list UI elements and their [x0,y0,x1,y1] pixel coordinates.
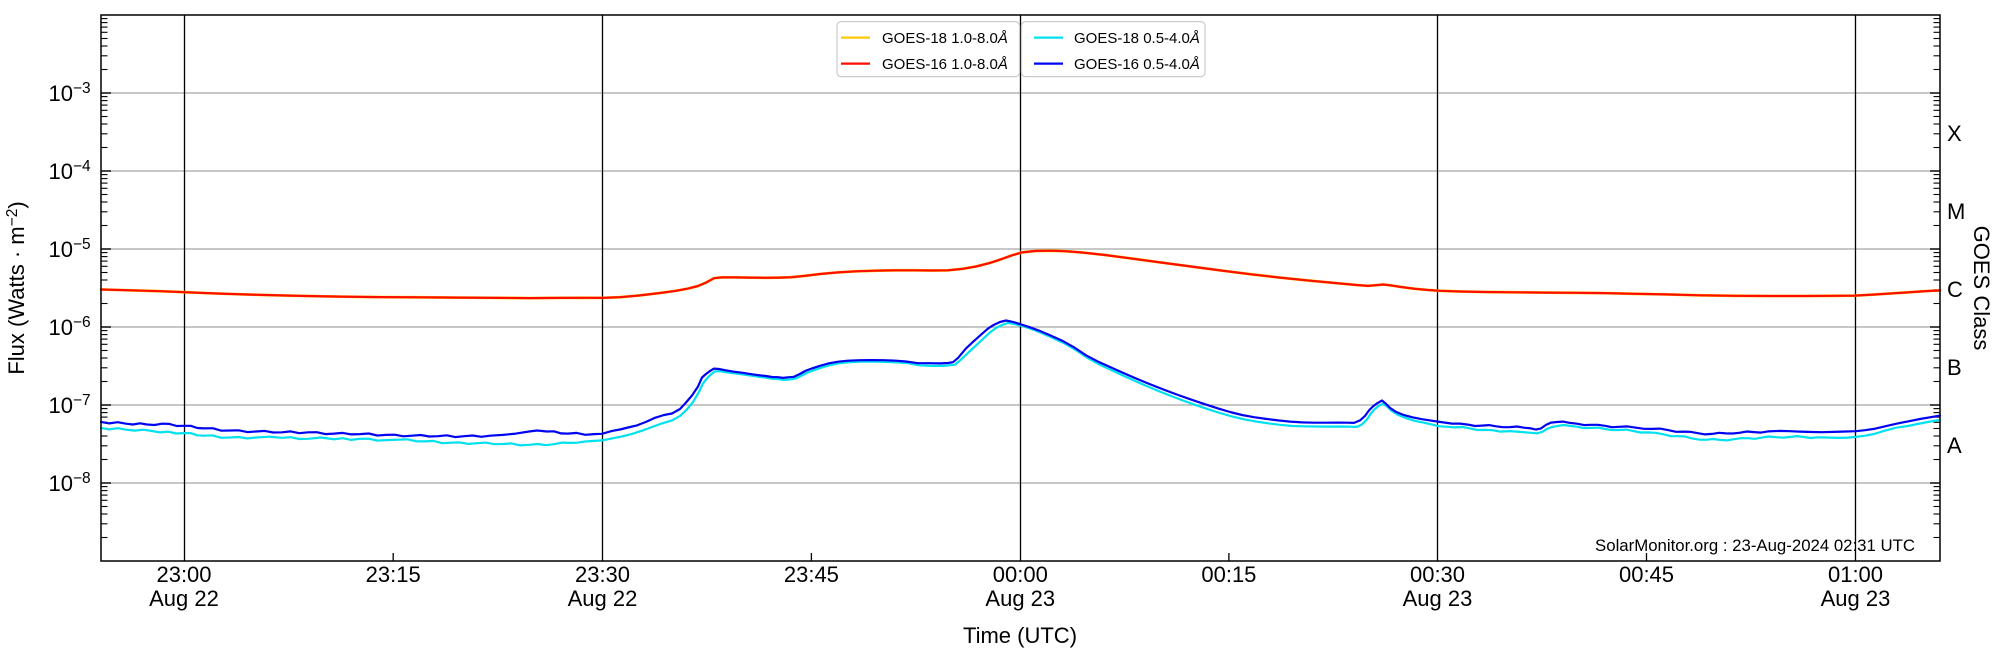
svg-text:Aug 22: Aug 22 [149,586,219,611]
svg-text:GOES Class: GOES Class [1969,226,1994,351]
svg-text:X: X [1947,121,1962,146]
svg-text:Aug 23: Aug 23 [985,586,1055,611]
svg-text:Time (UTC): Time (UTC) [963,623,1077,648]
svg-text:GOES-18 1.0-8.0Å: GOES-18 1.0-8.0Å [882,30,1008,47]
svg-text:23:30: 23:30 [575,562,630,587]
svg-text:GOES-16 0.5-4.0Å: GOES-16 0.5-4.0Å [1074,56,1200,73]
svg-text:01:00: 01:00 [1828,562,1883,587]
svg-text:00:30: 00:30 [1410,562,1465,587]
svg-text:10−7: 10−7 [49,392,91,418]
svg-text:00:15: 00:15 [1201,562,1256,587]
svg-text:23:00: 23:00 [156,562,211,587]
svg-text:Flux (Watts · m−2): Flux (Watts · m−2) [4,201,29,374]
svg-text:B: B [1947,355,1962,380]
svg-text:GOES-18 0.5-4.0Å: GOES-18 0.5-4.0Å [1074,30,1200,47]
svg-text:Aug 23: Aug 23 [1403,586,1473,611]
svg-text:Aug 23: Aug 23 [1821,586,1891,611]
svg-text:Aug 22: Aug 22 [568,586,638,611]
svg-text:SolarMonitor.org : 23-Aug-2024: SolarMonitor.org : 23-Aug-2024 02:31 UTC [1595,536,1915,555]
svg-text:M: M [1947,199,1965,224]
svg-text:00:00: 00:00 [993,562,1048,587]
svg-text:C: C [1947,277,1963,302]
svg-text:GOES-16 1.0-8.0Å: GOES-16 1.0-8.0Å [882,56,1008,73]
svg-text:00:45: 00:45 [1619,562,1674,587]
svg-text:23:45: 23:45 [784,562,839,587]
svg-text:23:15: 23:15 [366,562,421,587]
svg-text:A: A [1947,433,1962,458]
